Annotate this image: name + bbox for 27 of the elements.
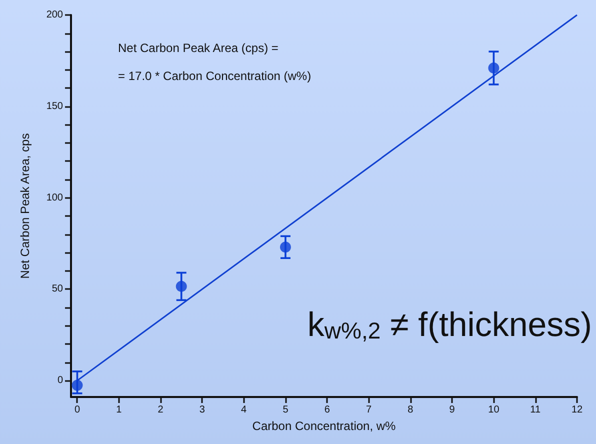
x-tick-label: 5 [282,404,289,416]
x-tick-label: 12 [571,404,583,416]
annotation: kw%,2 ≠ f(thickness) [307,306,592,344]
x-tick-label: 10 [488,404,500,416]
annotation: Net Carbon Peak Area (cps) = [118,41,278,55]
x-tick-label: 7 [366,404,372,416]
y-tick-label: 200 [46,10,64,20]
x-tick-label: 9 [449,404,456,416]
point [488,62,500,74]
annotation: = 17.0 * Carbon Concentration (w%) [118,69,312,83]
y-axis-title: Net Carbon Peak Area, cps [18,133,32,279]
y-tick-label: 50 [52,284,64,295]
x-tick-label: 1 [116,404,122,416]
y-tick-label: 150 [46,100,64,112]
x-tick-label: 8 [408,404,414,416]
x-tick-label: 6 [324,404,330,416]
x-tick-label: 4 [241,404,248,416]
y-tick-label: 0 [57,375,64,386]
point [176,280,187,292]
x-tick-label: 3 [199,404,206,416]
x-tick-label: 0 [74,404,80,416]
point [72,380,83,391]
x-axis-title: Carbon Concentration, w% [252,418,396,433]
y-tick-label: 100 [46,192,64,204]
point [280,242,291,253]
x-tick-label: 2 [158,404,164,416]
x-tick-label: 11 [530,404,541,416]
